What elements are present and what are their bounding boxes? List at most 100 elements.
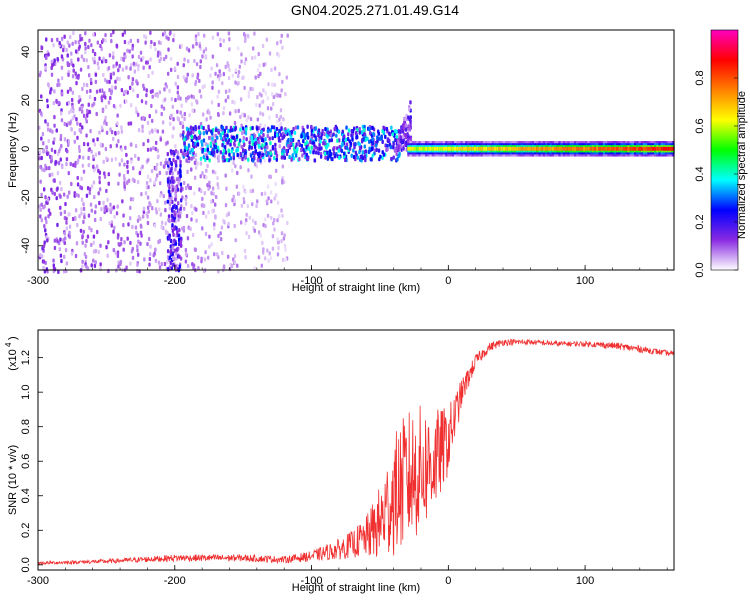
heatmap-cell bbox=[176, 74, 180, 80]
heatmap-cell bbox=[131, 77, 135, 82]
heatmap-cell bbox=[59, 253, 63, 258]
heatmap-cell bbox=[93, 60, 96, 65]
heatmap-cell bbox=[66, 53, 69, 58]
heatmap-cell bbox=[76, 121, 79, 126]
heatmap-cell bbox=[53, 238, 57, 243]
heatmap-cell bbox=[301, 153, 304, 158]
heatmap-cell bbox=[69, 35, 72, 40]
heatmap-cell bbox=[110, 38, 113, 44]
heatmap-cell bbox=[38, 150, 42, 155]
heatmap-cell bbox=[160, 111, 163, 117]
heatmap-cell bbox=[208, 234, 211, 239]
heatmap-cell bbox=[281, 45, 284, 50]
heatmap-cell bbox=[214, 145, 218, 150]
heatmap-cell bbox=[45, 267, 49, 272]
heatmap-cell bbox=[335, 133, 338, 138]
heatmap-cell bbox=[209, 73, 212, 78]
heatmap-cell bbox=[104, 59, 108, 64]
heatmap-cell bbox=[84, 50, 87, 55]
heatmap-cell bbox=[244, 151, 247, 156]
heatmap-cell bbox=[273, 217, 276, 223]
heatmap-cell bbox=[116, 204, 119, 209]
heatmap-cell bbox=[282, 236, 286, 241]
heatmap-cell bbox=[620, 146, 624, 151]
heatmap-cell bbox=[58, 180, 62, 185]
heatmap-cell bbox=[279, 132, 283, 137]
heatmap-cell bbox=[203, 33, 206, 38]
heatmap-cell bbox=[99, 142, 103, 147]
heatmap-cell bbox=[240, 203, 244, 208]
heatmap-cell bbox=[184, 251, 188, 257]
heatmap-cell bbox=[399, 130, 402, 135]
heatmap-cell bbox=[527, 146, 531, 151]
heatmap-cell bbox=[277, 245, 280, 251]
heatmap-cell bbox=[110, 223, 113, 228]
heatmap-cell bbox=[235, 184, 239, 189]
x-tick-label: -200 bbox=[164, 275, 186, 287]
heatmap-cell bbox=[290, 138, 293, 143]
heatmap-cell bbox=[176, 109, 179, 114]
heatmap-cell bbox=[333, 127, 336, 132]
heatmap-cell bbox=[257, 230, 261, 235]
heatmap-cell bbox=[204, 214, 208, 219]
heatmap-cell bbox=[227, 75, 231, 81]
heatmap-cell bbox=[243, 61, 247, 66]
heatmap-cell bbox=[282, 117, 285, 122]
heatmap-cell bbox=[394, 129, 397, 134]
heatmap-cell bbox=[186, 72, 189, 77]
heatmap-cell bbox=[183, 152, 187, 157]
heatmap-cell bbox=[498, 146, 502, 151]
heatmap-cell bbox=[137, 156, 140, 161]
heatmap-cell bbox=[222, 72, 226, 77]
heatmap-cell bbox=[63, 121, 66, 127]
heatmap-cell bbox=[107, 100, 111, 105]
heatmap-cell bbox=[482, 146, 486, 151]
heatmap-cell bbox=[53, 191, 56, 197]
heatmap-cell bbox=[104, 115, 107, 120]
heatmap-cell bbox=[71, 90, 75, 95]
heatmap-cell bbox=[57, 78, 60, 83]
heatmap-cell bbox=[261, 43, 265, 49]
heatmap-cell bbox=[273, 66, 277, 71]
colorbar-label: Normalized spectral amplitude bbox=[736, 91, 748, 239]
heatmap-cell bbox=[56, 57, 59, 62]
heatmap-cell bbox=[344, 157, 347, 163]
heatmap-cell bbox=[81, 264, 84, 269]
heatmap-cell bbox=[658, 146, 662, 151]
heatmap-cell bbox=[85, 133, 88, 138]
heatmap-cell bbox=[177, 208, 181, 213]
heatmap-cell bbox=[571, 146, 575, 151]
heatmap-cell bbox=[59, 205, 62, 210]
heatmap-cell bbox=[193, 160, 197, 165]
heatmap-cell bbox=[232, 155, 235, 160]
heatmap-cell bbox=[520, 146, 524, 151]
heatmap-cell bbox=[121, 32, 125, 37]
heatmap-cell bbox=[203, 203, 206, 209]
heatmap-cell bbox=[350, 128, 354, 134]
heatmap-cell bbox=[249, 116, 253, 122]
heatmap-cell bbox=[261, 240, 264, 246]
heatmap-cell bbox=[260, 191, 264, 197]
heatmap-cell bbox=[52, 140, 55, 145]
heatmap-cell bbox=[191, 73, 194, 78]
heatmap-cell bbox=[159, 51, 162, 56]
heatmap-cell bbox=[257, 153, 261, 158]
spectrogram-x-label: Height of straight line (km) bbox=[292, 282, 420, 294]
heatmap-cell bbox=[207, 210, 210, 215]
heatmap-cell bbox=[41, 254, 44, 259]
heatmap-cell bbox=[51, 129, 54, 134]
heatmap-cell bbox=[177, 94, 180, 99]
heatmap-cell bbox=[86, 108, 89, 114]
heatmap-cell bbox=[222, 111, 225, 116]
heatmap-cell bbox=[81, 125, 84, 130]
heatmap-cell bbox=[136, 38, 140, 43]
heatmap-cell bbox=[62, 192, 66, 197]
heatmap-cell bbox=[359, 145, 362, 150]
heatmap-cell bbox=[254, 220, 257, 226]
heatmap-cell bbox=[212, 191, 215, 196]
heatmap-cell bbox=[184, 186, 188, 191]
heatmap-cell bbox=[73, 139, 76, 144]
heatmap-cell bbox=[330, 156, 333, 161]
y-tick-label: -20 bbox=[20, 189, 32, 205]
heatmap-cell bbox=[126, 169, 130, 174]
